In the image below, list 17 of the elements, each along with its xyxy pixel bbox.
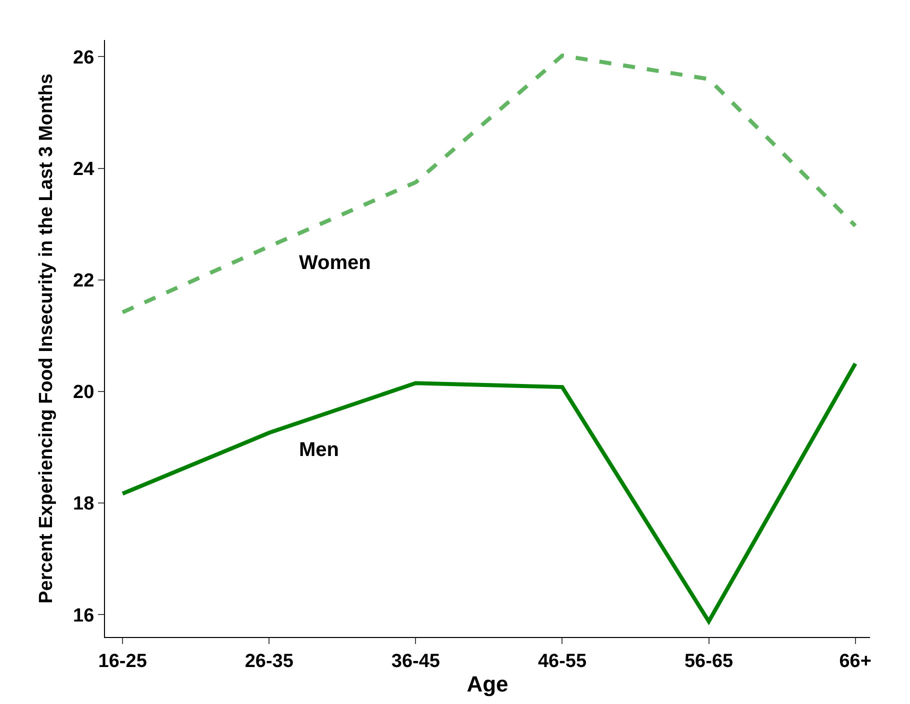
line-series: [120, 54, 858, 314]
y-tick-label: 26: [73, 47, 94, 68]
x-tick-label: 46-55: [538, 650, 587, 672]
x-tick-label: 26-35: [244, 650, 294, 672]
x-tick-label: 56-65: [684, 650, 734, 672]
y-axis-title: Percent Experiencing Food Insecurity in the Last 3 Months: [36, 74, 57, 604]
x-tick-label: 36-45: [391, 650, 440, 672]
series-label: Men: [299, 439, 339, 461]
y-tick-label: 16: [73, 605, 94, 626]
y-tick-label: 24: [73, 158, 95, 180]
series-label: Women: [299, 252, 371, 274]
y-tick-label: 22: [73, 270, 94, 292]
y-tick-label: 20: [73, 382, 94, 404]
y-tick-label: 18: [73, 494, 94, 515]
x-axis-title: Age: [466, 672, 508, 697]
x-tick-label: 66+: [839, 650, 872, 672]
x-tick-label: 16-25: [98, 650, 148, 672]
